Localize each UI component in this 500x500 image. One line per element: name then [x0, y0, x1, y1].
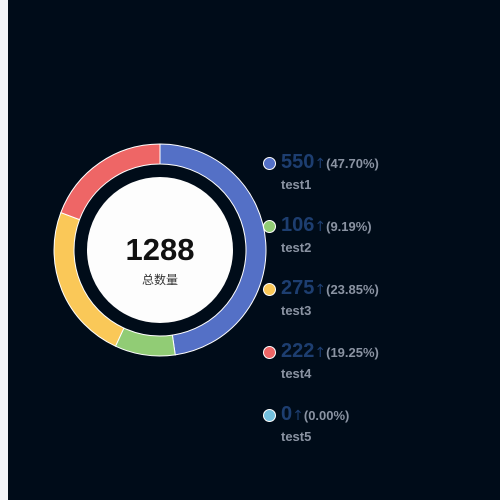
arrow-up-icon: ↑ — [292, 408, 304, 424]
legend-name: test3 — [281, 303, 312, 318]
donut-chart — [53, 143, 267, 357]
legend-percent: (19.25%) — [326, 345, 379, 360]
total-count: 1288 — [125, 232, 195, 267]
arrow-up-icon: ↑ — [314, 219, 327, 235]
legend-percent: (23.85%) — [326, 282, 379, 297]
legend-dot — [263, 346, 276, 359]
legend-item-test5[interactable]: 0↑(0.00%) test5 — [262, 402, 492, 465]
legend-value: 550 — [281, 151, 315, 173]
donut-slice-test4[interactable] — [60, 143, 161, 221]
legend: 550↑(47.70%) test1 106↑(9.19%) test2 275… — [262, 150, 492, 465]
legend-dot — [263, 157, 276, 170]
total-label: 总数量 — [141, 273, 178, 287]
legend-item-test1[interactable]: 550↑(47.70%) test1 — [262, 150, 492, 213]
arrow-up-icon: ↑ — [314, 282, 327, 298]
legend-value: 0 — [281, 403, 293, 425]
arrow-up-icon: ↑ — [314, 345, 327, 361]
donut-center-disc — [87, 177, 233, 323]
legend-value: 106 — [281, 214, 315, 236]
legend-dot — [263, 220, 276, 233]
legend-percent: (9.19%) — [326, 219, 372, 234]
legend-dot — [263, 409, 276, 422]
legend-percent: (47.70%) — [326, 156, 379, 171]
legend-name: test2 — [281, 240, 312, 255]
arrow-up-icon: ↑ — [314, 156, 327, 172]
legend-name: test5 — [281, 429, 312, 444]
legend-dot — [263, 283, 276, 296]
legend-item-test2[interactable]: 106↑(9.19%) test2 — [262, 213, 492, 276]
legend-item-test4[interactable]: 222↑(19.25%) test4 — [262, 339, 492, 402]
legend-name: test4 — [281, 366, 312, 381]
legend-value: 275 — [281, 277, 315, 299]
legend-name: test1 — [281, 177, 312, 192]
legend-item-test3[interactable]: 275↑(23.85%) test3 — [262, 276, 492, 339]
legend-value: 222 — [281, 340, 315, 362]
legend-percent: (0.00%) — [303, 408, 350, 423]
